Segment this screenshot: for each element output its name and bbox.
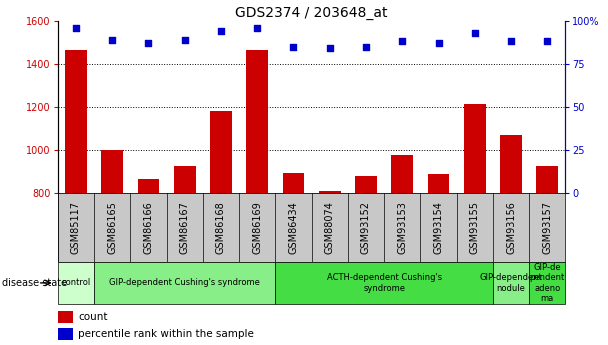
Bar: [319, 191, 340, 193]
Bar: [529, 262, 565, 304]
Text: GSM93152: GSM93152: [361, 201, 371, 254]
Bar: [137, 179, 159, 193]
Bar: [102, 150, 123, 193]
Point: [325, 46, 334, 51]
Title: GDS2374 / 203648_at: GDS2374 / 203648_at: [235, 6, 388, 20]
Point: [289, 44, 299, 49]
Bar: [246, 50, 268, 193]
Text: control: control: [61, 278, 91, 287]
Point: [107, 37, 117, 42]
Bar: [464, 104, 486, 193]
Point: [361, 44, 371, 49]
Bar: [174, 166, 196, 193]
Point: [71, 25, 81, 30]
Bar: [355, 176, 377, 193]
Bar: [392, 156, 413, 193]
Text: GSM88074: GSM88074: [325, 201, 335, 254]
Text: GSM93155: GSM93155: [470, 201, 480, 254]
Point: [216, 28, 226, 34]
Text: GSM86434: GSM86434: [288, 201, 299, 254]
Point: [470, 30, 480, 36]
Bar: [58, 328, 73, 340]
Point: [252, 25, 262, 30]
Point: [180, 37, 190, 42]
Text: percentile rank within the sample: percentile rank within the sample: [78, 329, 254, 339]
Bar: [210, 111, 232, 193]
Text: GSM86168: GSM86168: [216, 201, 226, 254]
Text: GIP-de
pendent
adeno
ma: GIP-de pendent adeno ma: [530, 263, 565, 303]
Bar: [65, 50, 87, 193]
Text: GSM93156: GSM93156: [506, 201, 516, 254]
Point: [143, 40, 153, 46]
Text: GSM86167: GSM86167: [180, 201, 190, 254]
Text: GSM85117: GSM85117: [71, 201, 81, 254]
Bar: [493, 262, 529, 304]
Text: GSM86166: GSM86166: [143, 201, 153, 254]
Text: GIP-dependent
nodule: GIP-dependent nodule: [480, 273, 542, 293]
Text: GSM93153: GSM93153: [397, 201, 407, 254]
Point: [506, 39, 516, 44]
Bar: [58, 310, 73, 323]
Bar: [500, 136, 522, 193]
Bar: [427, 175, 449, 193]
Bar: [283, 173, 305, 193]
Bar: [275, 262, 493, 304]
Text: GSM86169: GSM86169: [252, 201, 262, 254]
Bar: [536, 166, 558, 193]
Point: [434, 40, 443, 46]
Text: GSM86165: GSM86165: [107, 201, 117, 254]
Text: GIP-dependent Cushing's syndrome: GIP-dependent Cushing's syndrome: [109, 278, 260, 287]
Point: [542, 39, 552, 44]
Text: GSM93154: GSM93154: [434, 201, 443, 254]
Text: GSM93157: GSM93157: [542, 201, 552, 254]
Bar: [94, 262, 275, 304]
Point: [398, 39, 407, 44]
Text: ACTH-dependent Cushing's
syndrome: ACTH-dependent Cushing's syndrome: [326, 273, 441, 293]
Bar: [58, 262, 94, 304]
Text: count: count: [78, 312, 108, 322]
Text: disease state: disease state: [2, 278, 67, 288]
